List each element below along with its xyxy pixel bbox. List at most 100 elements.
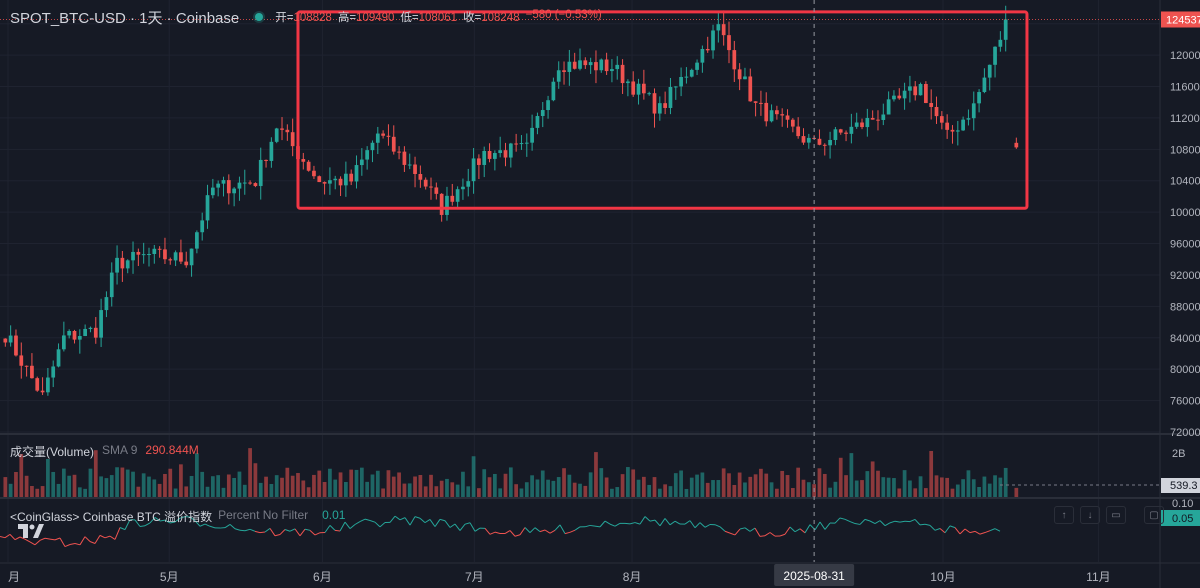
low-label: 低=	[400, 12, 419, 24]
time-tick-label: 8月	[623, 570, 642, 584]
candle-body	[168, 259, 173, 261]
candle	[578, 48, 582, 71]
premium-segment	[44, 537, 51, 540]
candle	[860, 118, 864, 130]
candle	[477, 154, 481, 180]
candle	[407, 153, 412, 170]
candle	[588, 57, 593, 74]
candle	[508, 142, 513, 168]
volume-bar	[317, 470, 322, 497]
volume-bar	[280, 477, 284, 497]
premium-segment	[279, 529, 286, 535]
volume-bar	[407, 483, 412, 497]
candle-body	[737, 69, 742, 80]
premium-segment	[64, 544, 71, 548]
candle	[865, 108, 870, 137]
tradingview-logo-icon[interactable]	[18, 524, 44, 538]
candle	[822, 143, 827, 156]
candle-body	[173, 252, 178, 261]
volume-bar	[610, 488, 614, 497]
volume-bar	[806, 482, 811, 497]
candle-body	[99, 310, 103, 338]
open-label: 开=	[275, 12, 294, 24]
volume-bar	[88, 468, 93, 497]
candle	[540, 102, 545, 128]
candle-body	[961, 119, 965, 131]
candle-body	[189, 248, 194, 266]
candle	[556, 61, 561, 89]
volume-legend[interactable]: 成交量(Volume) SMA 9 290.844M	[10, 443, 199, 460]
premium-segment	[739, 527, 746, 530]
candle-body	[833, 129, 838, 140]
volume-bar	[152, 479, 157, 497]
open-value: 108828	[293, 12, 332, 24]
candle	[200, 212, 205, 241]
volume-bar	[333, 479, 338, 497]
premium-segment	[859, 518, 866, 525]
candle	[982, 68, 987, 94]
candle-body	[721, 24, 726, 36]
candle-body	[828, 139, 832, 146]
candle	[801, 128, 806, 145]
ohlc-readout: 开=108828 高=109490 低=108061 收=108248 −580…	[275, 9, 601, 25]
volume-bar	[897, 488, 902, 497]
volume-bar	[67, 475, 72, 497]
candle-body	[3, 338, 8, 343]
premium-segment	[914, 519, 921, 526]
premium-segment	[0, 536, 6, 539]
premium-segment	[84, 536, 91, 542]
volume-bar	[381, 488, 385, 497]
candle	[152, 244, 157, 264]
candle	[695, 59, 699, 75]
premium-segment	[399, 517, 406, 521]
candle	[93, 317, 98, 344]
candle	[604, 52, 609, 75]
candle	[482, 146, 487, 178]
candle-body	[897, 95, 902, 99]
candle-body	[822, 144, 827, 146]
premium-segment	[779, 533, 786, 537]
volume-bar	[732, 484, 737, 497]
premium-segment	[284, 529, 291, 532]
candle	[908, 75, 912, 103]
candle-body	[711, 30, 715, 51]
candle-body	[641, 83, 646, 94]
candle	[381, 130, 385, 139]
volume-bar	[849, 453, 854, 497]
candle	[487, 143, 492, 163]
premium-segment	[4, 533, 11, 539]
volume-bar	[221, 487, 226, 497]
premium-segment	[339, 521, 346, 532]
volume-bar	[434, 486, 439, 497]
candle	[413, 156, 417, 188]
price-tick-label: 96000	[1170, 239, 1200, 251]
crosshair-date-label: 2025-08-31	[783, 569, 845, 583]
collapse-pane-icon[interactable]: ▭	[1106, 506, 1126, 524]
volume-bar	[620, 474, 625, 497]
maximize-pane-icon[interactable]: ▢	[1144, 506, 1164, 524]
candle-body	[865, 117, 870, 128]
volume-bar	[562, 468, 566, 497]
market-status-icon	[255, 13, 264, 21]
candle	[40, 377, 45, 396]
premium-segment	[454, 523, 461, 531]
volume-bar	[125, 469, 130, 497]
volume-bar	[695, 474, 699, 497]
price-axis: 1240001200001160001120001080001040001000…	[1161, 11, 1200, 526]
move-down-icon[interactable]: ↓	[1080, 506, 1100, 524]
candle-body	[1003, 19, 1008, 40]
low-value: 108061	[418, 12, 458, 24]
volume-bar	[131, 471, 135, 497]
high-value: 109490	[356, 12, 395, 24]
premium-segment	[734, 528, 741, 536]
indicator-legend[interactable]: <CoinGlass> Coinbase BTC 溢价指数 Percent No…	[10, 508, 345, 525]
symbol-title[interactable]: SPOT_BTC-USD · 1天 · Coinbase	[10, 9, 240, 27]
candle-body	[248, 182, 252, 184]
move-up-icon[interactable]: ↑	[1054, 506, 1074, 524]
candle-body	[83, 328, 87, 337]
candle	[775, 105, 779, 120]
candle	[61, 321, 66, 352]
premium-segment	[584, 524, 591, 528]
volume-bar	[961, 479, 965, 497]
